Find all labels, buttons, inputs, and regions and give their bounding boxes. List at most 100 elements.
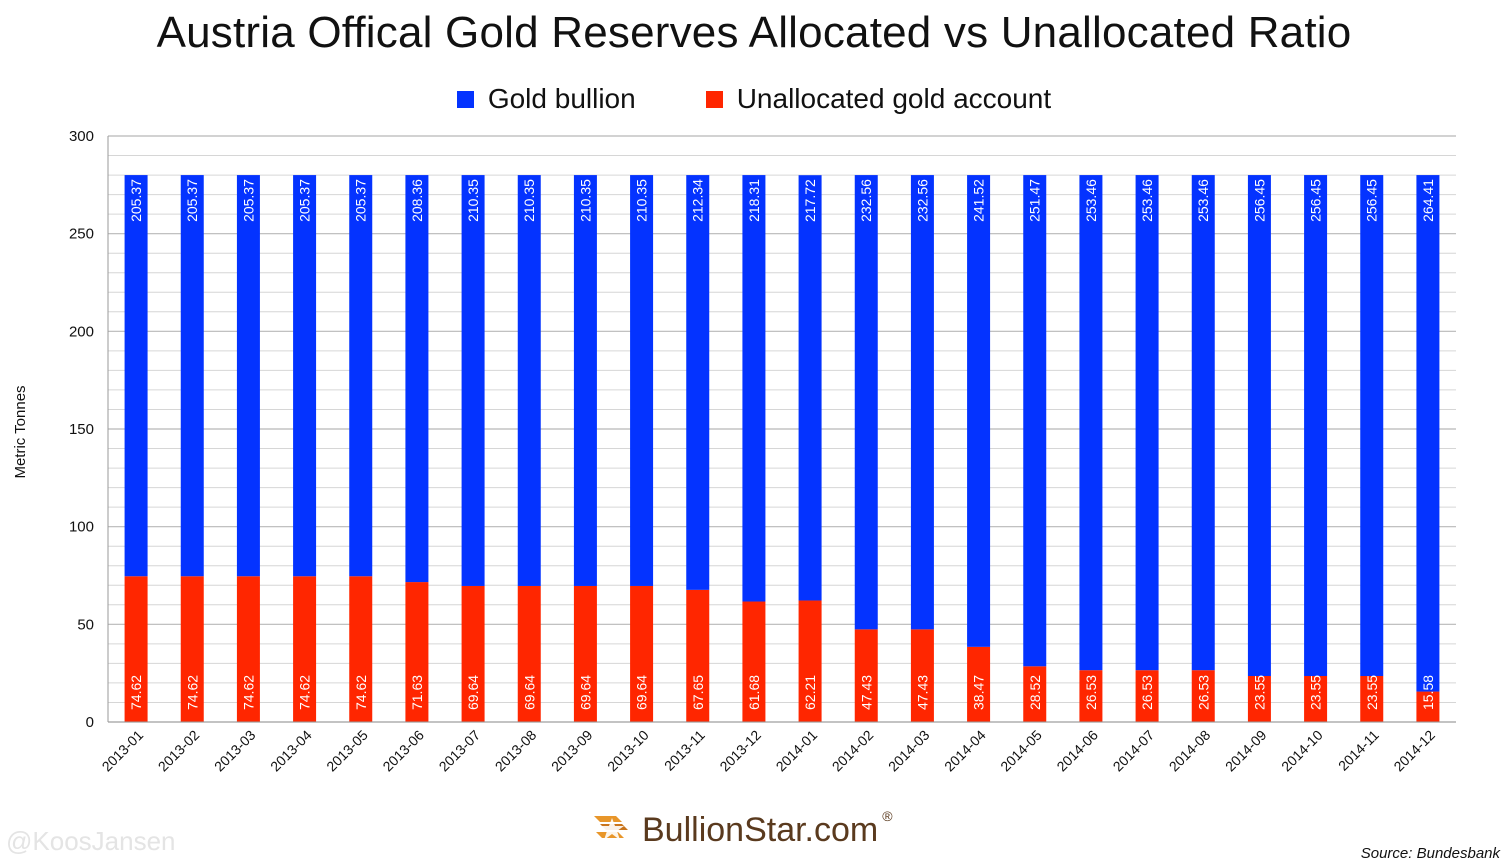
data-label-unallocated: 69.64 (465, 675, 481, 710)
data-label-gold-bullion: 210.35 (634, 179, 650, 222)
bar-unallocated (293, 576, 317, 722)
bar-gold-bullion (461, 175, 485, 586)
y-tick-label: 150 (69, 421, 94, 438)
bar-gold-bullion (742, 175, 766, 602)
data-label-unallocated: 38.47 (971, 675, 987, 710)
x-tick-label: 2013-06 (379, 727, 427, 775)
legend-item-gold-bullion: Gold bullion (456, 83, 636, 115)
x-tick-label: 2014-08 (1166, 727, 1214, 775)
watermark: @KoosJansen (6, 826, 176, 856)
data-label-gold-bullion: 256.45 (1308, 179, 1324, 222)
data-label-unallocated: 47.43 (914, 675, 930, 710)
data-label-gold-bullion: 205.37 (297, 179, 313, 222)
data-label-unallocated: 26.53 (1195, 675, 1211, 710)
x-tick-label: 2014-12 (1390, 727, 1438, 775)
bar-gold-bullion (517, 175, 541, 586)
bar-gold-bullion (1135, 175, 1159, 671)
chart-title: Austria Offical Gold Reserves Allocated … (156, 8, 1352, 57)
data-label-gold-bullion: 241.52 (971, 179, 987, 222)
bar-unallocated (517, 585, 541, 722)
bar-unallocated (967, 646, 991, 722)
x-tick-label: 2014-03 (885, 727, 933, 775)
bar-gold-bullion (630, 175, 654, 586)
bar-gold-bullion (967, 175, 991, 647)
data-label-gold-bullion: 210.35 (577, 179, 593, 222)
data-label-gold-bullion: 205.37 (128, 179, 144, 222)
y-tick-label: 50 (77, 616, 94, 633)
data-label-gold-bullion: 232.56 (914, 179, 930, 222)
data-label-unallocated: 67.65 (690, 675, 706, 710)
bar-unallocated (910, 629, 934, 722)
bar-unallocated (1416, 691, 1440, 722)
logo-text: BullionStar.com (642, 810, 879, 849)
y-tick-label: 250 (69, 226, 94, 243)
data-label-unallocated: 69.64 (634, 675, 650, 710)
bar-gold-bullion (1079, 175, 1103, 671)
data-label-gold-bullion: 205.37 (240, 179, 256, 222)
data-label-gold-bullion: 253.46 (1083, 179, 1099, 222)
data-label-unallocated: 28.52 (1027, 675, 1043, 710)
data-label-unallocated: 69.64 (521, 675, 537, 710)
y-tick-label: 300 (69, 128, 94, 145)
bar-gold-bullion (1360, 175, 1384, 676)
bar-gold-bullion (1304, 175, 1328, 676)
bar-unallocated (1247, 675, 1271, 722)
bar-gold-bullion (910, 175, 934, 630)
data-label-unallocated: 69.64 (577, 675, 593, 710)
data-label-unallocated: 74.62 (240, 675, 256, 710)
bar-unallocated (630, 585, 654, 722)
data-label-gold-bullion: 256.45 (1364, 179, 1380, 222)
bar-gold-bullion (1416, 175, 1440, 692)
bar-unallocated (1360, 675, 1384, 722)
legend-swatch-unallocated (705, 90, 723, 108)
bar-unallocated (405, 582, 429, 722)
bullionstar-logo: BullionStar.com ® (592, 806, 899, 854)
legend-label-unallocated: Unallocated gold account (736, 83, 1052, 114)
bar-unallocated (686, 589, 710, 722)
bar-unallocated (854, 629, 878, 722)
legend: Gold bullion Unallocated gold account (0, 83, 1508, 115)
source-note: Source: Bundesbank (1360, 845, 1500, 862)
data-label-gold-bullion: 256.45 (1251, 179, 1267, 222)
bar-gold-bullion (573, 175, 597, 586)
y-tick-label: 100 (69, 519, 94, 536)
x-tick-label: 2013-08 (492, 727, 540, 775)
data-label-gold-bullion: 253.46 (1195, 179, 1211, 222)
bar-unallocated (1304, 675, 1328, 722)
x-tick-label: 2014-10 (1278, 727, 1326, 775)
data-label-unallocated: 26.53 (1083, 675, 1099, 710)
legend-item-unallocated: Unallocated gold account (705, 83, 1052, 115)
data-label-gold-bullion: 205.37 (353, 179, 369, 222)
x-tick-label: 2013-04 (267, 727, 315, 775)
bar-unallocated (349, 576, 373, 722)
x-tick-label: 2014-01 (773, 727, 821, 775)
x-tick-label: 2013-01 (99, 727, 147, 775)
x-tick-label: 2013-07 (436, 727, 484, 775)
data-label-unallocated: 15.58 (1420, 675, 1436, 710)
bar-unallocated (1191, 670, 1215, 722)
bar-unallocated (1135, 670, 1159, 722)
x-tick-label: 2013-12 (716, 727, 764, 775)
bar-gold-bullion (349, 175, 373, 577)
bar-unallocated (236, 576, 260, 722)
data-label-unallocated: 23.55 (1364, 675, 1380, 710)
bar-gold-bullion (854, 175, 878, 630)
data-label-unallocated: 62.21 (802, 675, 818, 710)
x-tick-label: 2014-11 (1335, 727, 1382, 774)
data-label-gold-bullion: 253.46 (1139, 179, 1155, 222)
data-label-gold-bullion: 217.72 (802, 179, 818, 222)
x-tick-label: 2014-04 (941, 727, 989, 775)
data-label-unallocated: 47.43 (858, 675, 874, 710)
legend-swatch-gold-bullion (456, 90, 474, 108)
data-label-gold-bullion: 251.47 (1027, 179, 1043, 222)
bar-unallocated (798, 600, 822, 722)
x-tick-label: 2014-09 (1222, 727, 1270, 775)
data-label-gold-bullion: 208.36 (409, 179, 425, 222)
data-label-unallocated: 71.63 (409, 675, 425, 710)
bar-unallocated (1023, 666, 1047, 722)
bar-gold-bullion (1023, 175, 1047, 667)
data-label-gold-bullion: 212.34 (690, 179, 706, 222)
x-tick-label: 2014-02 (829, 727, 877, 775)
data-label-unallocated: 23.55 (1308, 675, 1324, 710)
bar-unallocated (742, 601, 766, 722)
